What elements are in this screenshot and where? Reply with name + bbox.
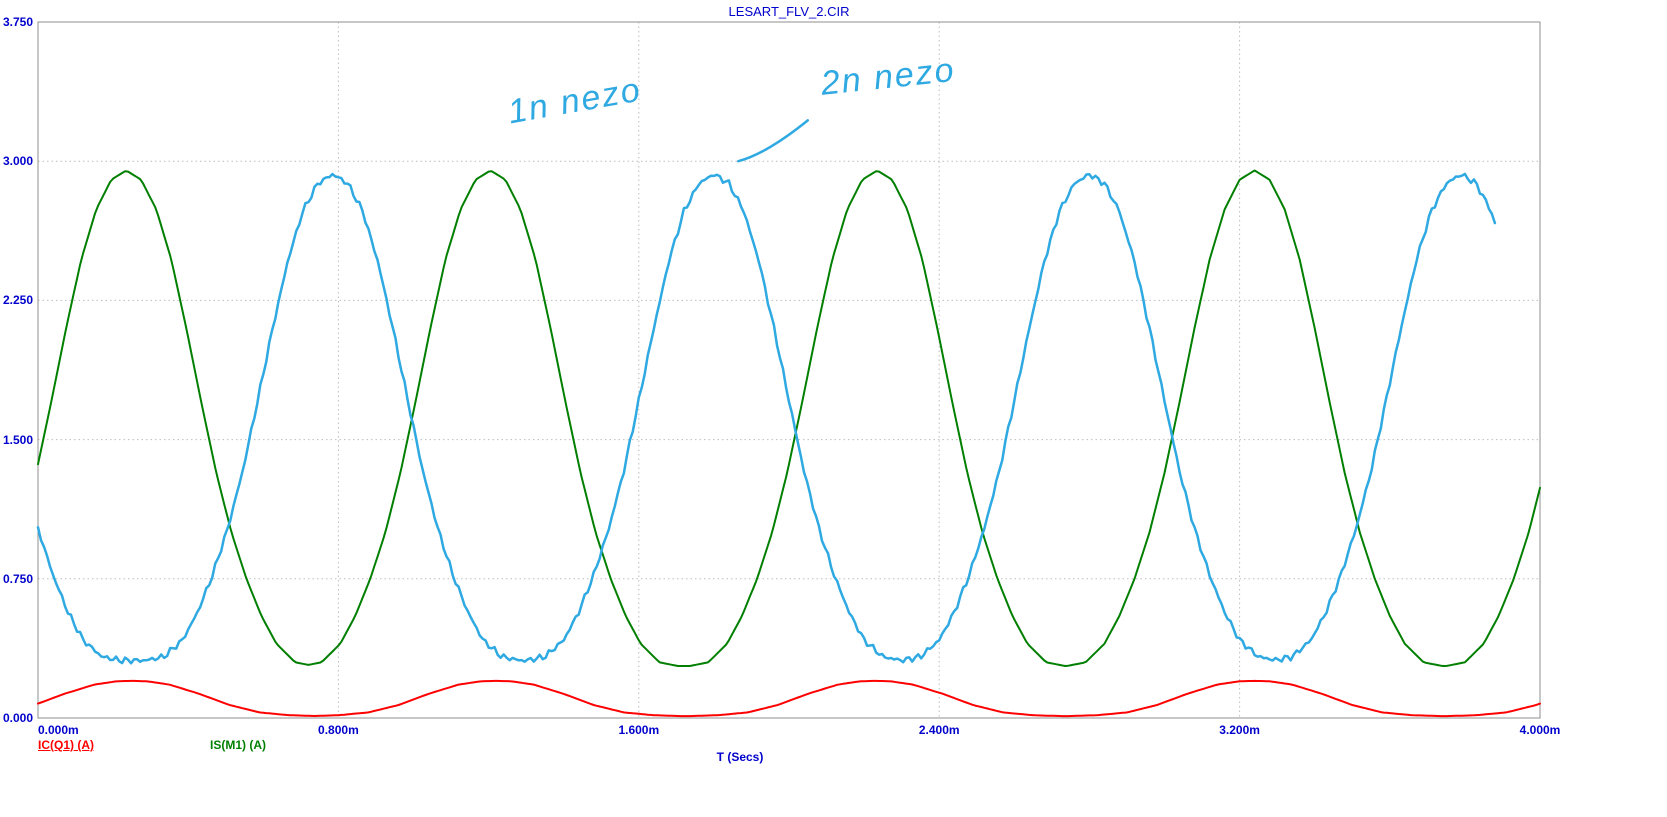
y-tick-label: 3.000 xyxy=(3,154,34,169)
x-tick-label: 4.000m xyxy=(1519,723,1561,737)
x-tick-label: 3.200m xyxy=(1219,723,1260,737)
trace-ic-q1-a- xyxy=(37,679,1541,718)
x-tick-label: 0.800m xyxy=(318,723,359,737)
y-tick-label: 0.000 xyxy=(3,711,34,725)
plot-border xyxy=(37,21,1541,719)
plot-title: LESART_FLV_2.CIR xyxy=(728,4,850,19)
trace-unlabeled-blue-trace xyxy=(36,172,1497,665)
legend-item: IC(Q1) (A) xyxy=(38,738,94,752)
y-tick-label: 3.750 xyxy=(3,15,34,29)
annotation-leader-line xyxy=(737,119,810,163)
x-tick-label: 0.000m xyxy=(38,723,79,737)
trace-is-m1-a- xyxy=(37,169,1541,667)
legend-item: IS(M1) (A) xyxy=(210,738,266,752)
y-tick-label: 1.500 xyxy=(3,432,34,447)
y-tick-label: 0.750 xyxy=(3,571,34,586)
x-tick-label: 2.400m xyxy=(918,723,960,737)
x-axis-title: T (Secs) xyxy=(716,750,764,764)
y-tick-label: 2.250 xyxy=(3,293,34,308)
x-tick-label: 1.600m xyxy=(618,723,660,737)
